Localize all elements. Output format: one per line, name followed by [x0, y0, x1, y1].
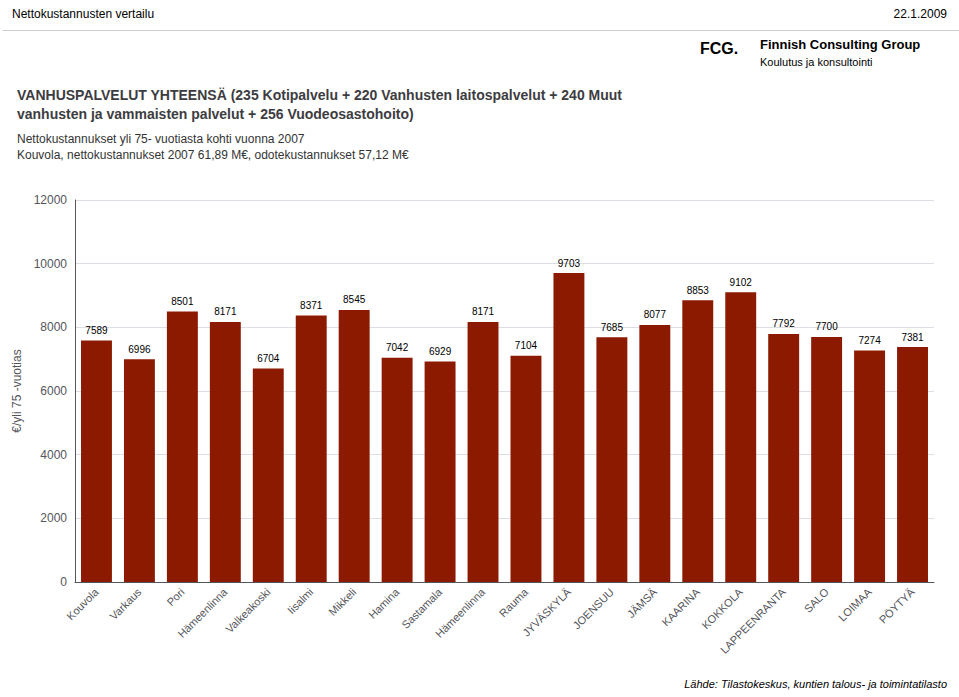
svg-text:PÖYTYÄ: PÖYTYÄ — [877, 585, 917, 625]
svg-text:Pori: Pori — [164, 586, 186, 608]
svg-text:0: 0 — [60, 575, 67, 589]
svg-text:KAARINA: KAARINA — [659, 585, 702, 628]
svg-text:JÄMSÄ: JÄMSÄ — [625, 585, 660, 620]
svg-text:2000: 2000 — [40, 511, 67, 525]
svg-text:8371: 8371 — [300, 300, 323, 311]
svg-text:9102: 9102 — [730, 277, 753, 288]
svg-text:22.1.2009: 22.1.2009 — [894, 7, 948, 21]
svg-text:8171: 8171 — [472, 306, 495, 317]
svg-text:7589: 7589 — [85, 325, 108, 336]
svg-text:8171: 8171 — [214, 306, 237, 317]
svg-text:€/yli 75 -vuotias: €/yli 75 -vuotias — [10, 349, 24, 432]
svg-text:Mikkeli: Mikkeli — [326, 586, 358, 618]
svg-text:8853: 8853 — [687, 285, 710, 296]
svg-text:8545: 8545 — [343, 294, 366, 305]
svg-text:8000: 8000 — [40, 320, 67, 334]
svg-text:Sastamala: Sastamala — [399, 585, 445, 631]
svg-text:7042: 7042 — [386, 342, 409, 353]
svg-text:6704: 6704 — [257, 353, 280, 364]
svg-text:Kouvola: Kouvola — [64, 585, 101, 622]
svg-text:Rauma: Rauma — [497, 585, 531, 619]
svg-text:7792: 7792 — [773, 318, 796, 329]
svg-text:FCG.: FCG. — [700, 40, 738, 57]
svg-text:vanhusten ja vammaisten palvel: vanhusten ja vammaisten palvelut + 256 V… — [17, 106, 414, 122]
svg-text:Lähde: Tilastokeskus, kuntien: Lähde: Tilastokeskus, kuntien talous- ja… — [684, 678, 947, 690]
svg-text:VANHUSPALVELUT YHTEENSÄ (235 K: VANHUSPALVELUT YHTEENSÄ (235 Kotipalvelu… — [17, 87, 622, 103]
svg-text:Hämeenlinna: Hämeenlinna — [433, 585, 488, 640]
svg-text:7274: 7274 — [858, 335, 881, 346]
svg-text:JYVÄSKYLÄ: JYVÄSKYLÄ — [520, 585, 573, 638]
svg-text:Iisalmi: Iisalmi — [285, 586, 315, 616]
svg-text:Nettokustannukset yli 75- vuot: Nettokustannukset yli 75- vuotiasta koht… — [17, 132, 305, 146]
svg-text:8501: 8501 — [171, 296, 194, 307]
svg-text:8077: 8077 — [644, 309, 667, 320]
svg-text:7685: 7685 — [601, 322, 624, 333]
svg-text:6000: 6000 — [40, 384, 67, 398]
svg-text:Kouvola, nettokustannukset 200: Kouvola, nettokustannukset 2007 61,89 M€… — [17, 148, 409, 162]
svg-text:9703: 9703 — [558, 258, 581, 269]
svg-text:Nettokustannusten vertailu: Nettokustannusten vertailu — [12, 7, 154, 21]
svg-text:7700: 7700 — [816, 321, 839, 332]
svg-text:Hämeenlinna: Hämeenlinna — [175, 585, 230, 640]
svg-text:7104: 7104 — [515, 340, 538, 351]
svg-text:12000: 12000 — [34, 193, 68, 207]
svg-text:6929: 6929 — [429, 346, 452, 357]
svg-text:LOIMAA: LOIMAA — [836, 585, 874, 623]
svg-text:4000: 4000 — [40, 448, 67, 462]
svg-text:Valkeakoski: Valkeakoski — [223, 586, 272, 635]
svg-text:SALO: SALO — [802, 585, 832, 615]
svg-text:7381: 7381 — [901, 332, 924, 343]
svg-text:Hamina: Hamina — [366, 585, 402, 621]
svg-text:JOENSUU: JOENSUU — [571, 586, 617, 632]
svg-text:Finnish Consulting Group: Finnish Consulting Group — [760, 37, 920, 52]
svg-text:Varkaus: Varkaus — [107, 585, 144, 622]
svg-text:Koulutus ja konsultointi: Koulutus ja konsultointi — [760, 56, 873, 68]
svg-text:10000: 10000 — [34, 257, 68, 271]
svg-text:LAPPEENRANTA: LAPPEENRANTA — [718, 585, 789, 656]
svg-text:KOKKOLA: KOKKOLA — [699, 585, 745, 631]
svg-text:6996: 6996 — [128, 344, 151, 355]
